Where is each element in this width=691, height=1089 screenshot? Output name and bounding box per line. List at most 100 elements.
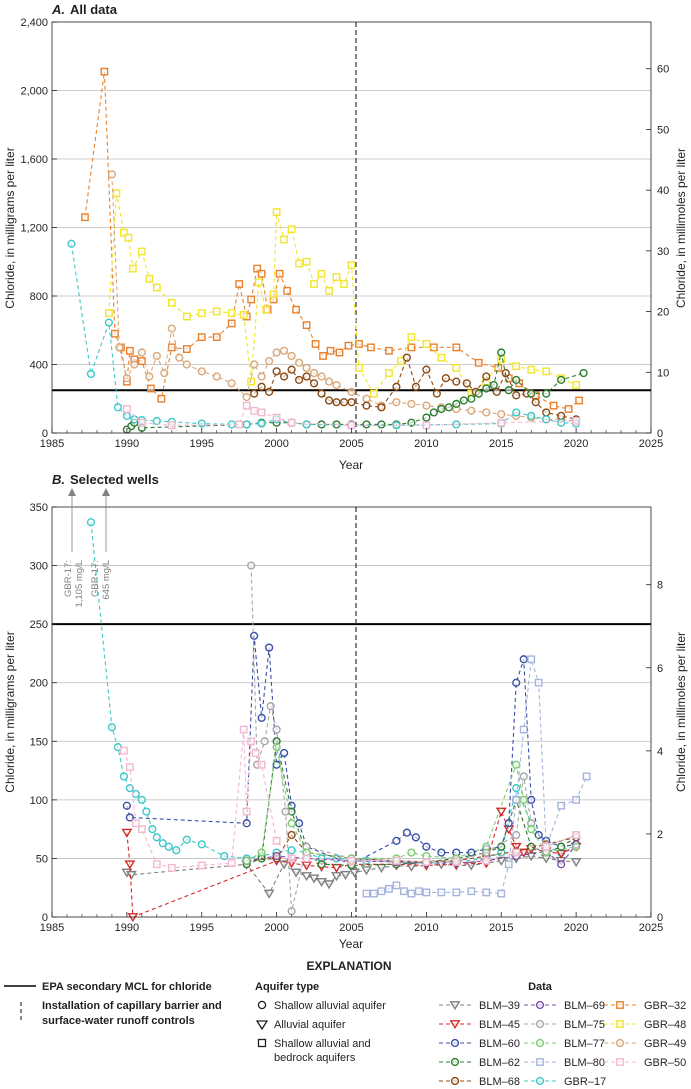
aquifer-type-header: Aquifer type [255,981,319,993]
data-point-gbr-32 [275,269,284,278]
data-point-gbr-32 [385,346,393,355]
data-point-gbr-49 [467,406,476,415]
data-point-blm-80 [582,772,591,781]
data-point-gbr-50 [452,858,461,866]
data-point-gbr-17 [131,789,140,799]
data-point-blm-80 [572,795,581,804]
series-line-blm-77 [246,747,577,862]
series-line-blm-68 [253,355,577,420]
data-point-blm-80 [497,889,506,898]
data-point-gbr-32 [197,333,206,341]
data-point-gbr-17 [152,416,161,426]
data-point-gbr-32 [247,295,256,304]
data-point-gbr-32 [319,352,327,360]
legend-square-marker [257,1038,267,1048]
series-gbr-17 [86,518,581,868]
legend-item-gbr-49: GBR–49 [604,1038,686,1050]
series-gbr-50 [122,401,581,430]
data-point-blm-60 [504,819,513,828]
data-point-gbr-49 [287,351,296,361]
data-point-blm-80 [452,888,461,897]
offscale-label-1a: GBR-17: [63,560,74,597]
data-point-blm-60 [280,748,289,758]
y2-tick-label: 0 [657,912,663,924]
data-point-gbr-32 [137,357,146,365]
data-point-gbr-48 [452,364,461,372]
data-point-gbr-17 [197,840,206,849]
data-point-gbr-49 [482,408,491,417]
data-point-gbr-32 [146,384,155,393]
legend-marker [535,1000,545,1010]
data-point-gbr-50 [119,746,128,755]
data-point-gbr-17 [137,795,146,804]
data-point-gbr-48 [572,381,581,389]
aquifer-shallow-bedrock-1: Shallow alluvial and [274,1038,371,1050]
legend-item-blm-62: BLM–62 [439,1057,520,1069]
legend-mcl-label: EPA secondary MCL for chloride [42,981,212,993]
legend-marker [616,1020,624,1028]
data-point-blm-62 [504,386,513,395]
y2-tick-label: 2 [657,829,663,841]
y-tick-label: 250 [30,619,48,631]
data-point-blm-45 [124,860,136,870]
legend-label: GBR–32 [644,1000,686,1012]
data-point-gbr-32 [452,343,461,352]
x-tick-label: 2025 [639,438,663,450]
data-point-blm-62 [429,408,438,417]
data-point-blm-68 [272,367,281,376]
series-line-gbr-48 [108,193,577,395]
data-point-gbr-32 [407,343,416,352]
data-point-blm-68 [294,375,304,385]
legend-label: BLM–69 [564,1000,605,1012]
data-point-gbr-49 [294,358,304,367]
data-point-gbr-49 [137,348,146,357]
legend-item-gbr-48: GBR–48 [604,1019,686,1031]
data-point-blm-62 [497,348,506,357]
data-point-gbr-49 [317,372,326,381]
data-point-gbr-50 [242,807,251,816]
data-point-gbr-48 [182,312,191,321]
data-point-blm-39 [278,860,290,870]
data-point-gbr-50 [167,421,176,430]
legend-label: BLM–80 [564,1057,605,1069]
legend-label: BLM–45 [479,1019,520,1031]
data-point-gbr-50 [287,418,296,427]
data-point-blm-68 [347,398,356,407]
data-point-gbr-32 [227,319,236,328]
y-tick-label: 2,000 [20,86,48,98]
data-point-gbr-32 [257,269,266,278]
data-point-gbr-32 [235,280,244,288]
data-point-blm-80 [504,860,513,869]
data-point-gbr-49 [152,351,161,361]
data-point-gbr-50 [422,858,431,866]
data-point-blm-62 [444,403,453,412]
data-point-blm-80 [467,887,476,896]
data-point-gbr-17 [119,772,128,781]
data-point-gbr-17 [257,419,266,428]
data-point-blm-69 [272,851,281,861]
data-point-gbr-48 [370,389,378,398]
data-point-blm-62 [474,389,483,398]
aquifer-alluvial: Alluvial aquifer [274,1019,346,1031]
y2-tick-label: 40 [657,185,669,197]
data-point-blm-75 [519,772,528,781]
legend-label: BLM–75 [564,1019,605,1031]
data-point-blm-62 [557,842,566,851]
data-point-blm-77 [242,856,251,865]
data-point-blm-75 [247,561,256,570]
data-point-gbr-17 [242,420,251,429]
data-point-blm-77 [257,848,266,857]
data-point-blm-60 [422,842,431,851]
x-tick-label: 1985 [40,438,64,450]
data-point-gbr-48 [212,307,221,316]
data-point-gbr-50 [572,417,581,425]
y2-tick-label: 50 [657,124,669,136]
data-point-blm-39 [495,856,507,866]
data-point-gbr-49 [107,170,117,179]
data-point-gbr-17 [158,839,167,848]
data-point-blm-62 [377,420,386,429]
data-point-gbr-50 [257,408,266,417]
data-point-blm-68 [392,382,401,391]
legend-label: GBR–50 [644,1057,686,1069]
x-tick-label: 2000 [264,922,288,934]
